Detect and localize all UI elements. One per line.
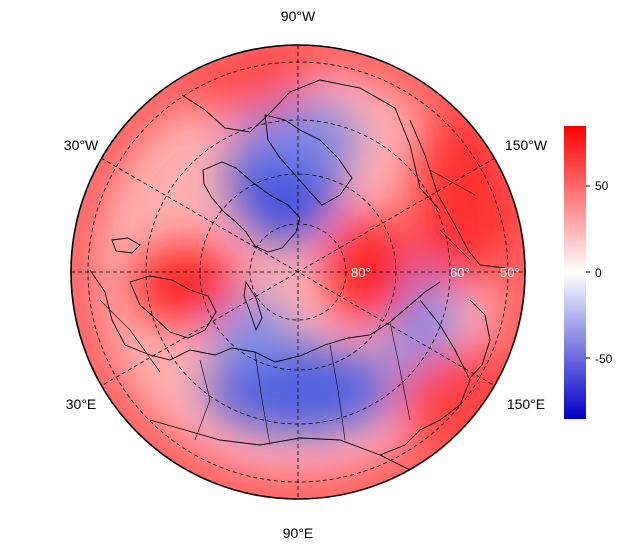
positive-anomaly-beaufort xyxy=(325,215,415,325)
colorbar-gradient xyxy=(564,126,586,419)
graticule xyxy=(71,45,525,499)
latitude-label-50: 50° xyxy=(500,265,520,280)
longitude-label-30e: 30°E xyxy=(65,396,97,412)
coastline-east-asia xyxy=(379,299,471,456)
coastline-canadian-archipelago xyxy=(264,114,353,206)
negative-anomaly-siberia xyxy=(205,345,395,435)
coastline-asia-interior xyxy=(149,419,411,471)
colorbar: 50 0 -50 xyxy=(564,126,613,419)
colorbar-tick-label: 50 xyxy=(595,179,609,193)
positive-anomaly-north-america xyxy=(170,45,310,115)
coastline-iceland xyxy=(111,237,141,254)
map-boundary xyxy=(70,44,526,500)
boundary-lines xyxy=(99,169,476,446)
coastline-europe xyxy=(89,269,256,361)
longitude-label-90w: 90°W xyxy=(280,8,316,24)
longitude-label-150e: 150°E xyxy=(506,396,546,412)
coastline-greenland xyxy=(202,161,301,253)
coastline-novaya-zemlya xyxy=(243,280,263,332)
coastline-kamchatka xyxy=(469,299,491,379)
longitude-label-90e: 90°E xyxy=(282,525,314,541)
coastline-scandinavia xyxy=(129,275,217,339)
latitude-label-60: 60° xyxy=(450,265,470,280)
coastline-alaska xyxy=(409,119,506,269)
coastlines xyxy=(89,79,506,471)
longitude-label-150w: 150°W xyxy=(504,137,548,153)
coastline-north-america xyxy=(181,79,441,211)
colorbar-tick-label: 0 xyxy=(595,266,602,280)
latitude-label-80: 80° xyxy=(351,265,371,280)
negative-anomaly-kara xyxy=(210,295,290,365)
negative-anomaly-canada xyxy=(240,100,360,170)
positive-anomaly-alaska xyxy=(410,110,510,290)
longitude-label-30w: 30°W xyxy=(63,137,99,153)
coastline-siberia xyxy=(254,281,441,363)
colorbar-tick-label: -50 xyxy=(595,352,613,366)
